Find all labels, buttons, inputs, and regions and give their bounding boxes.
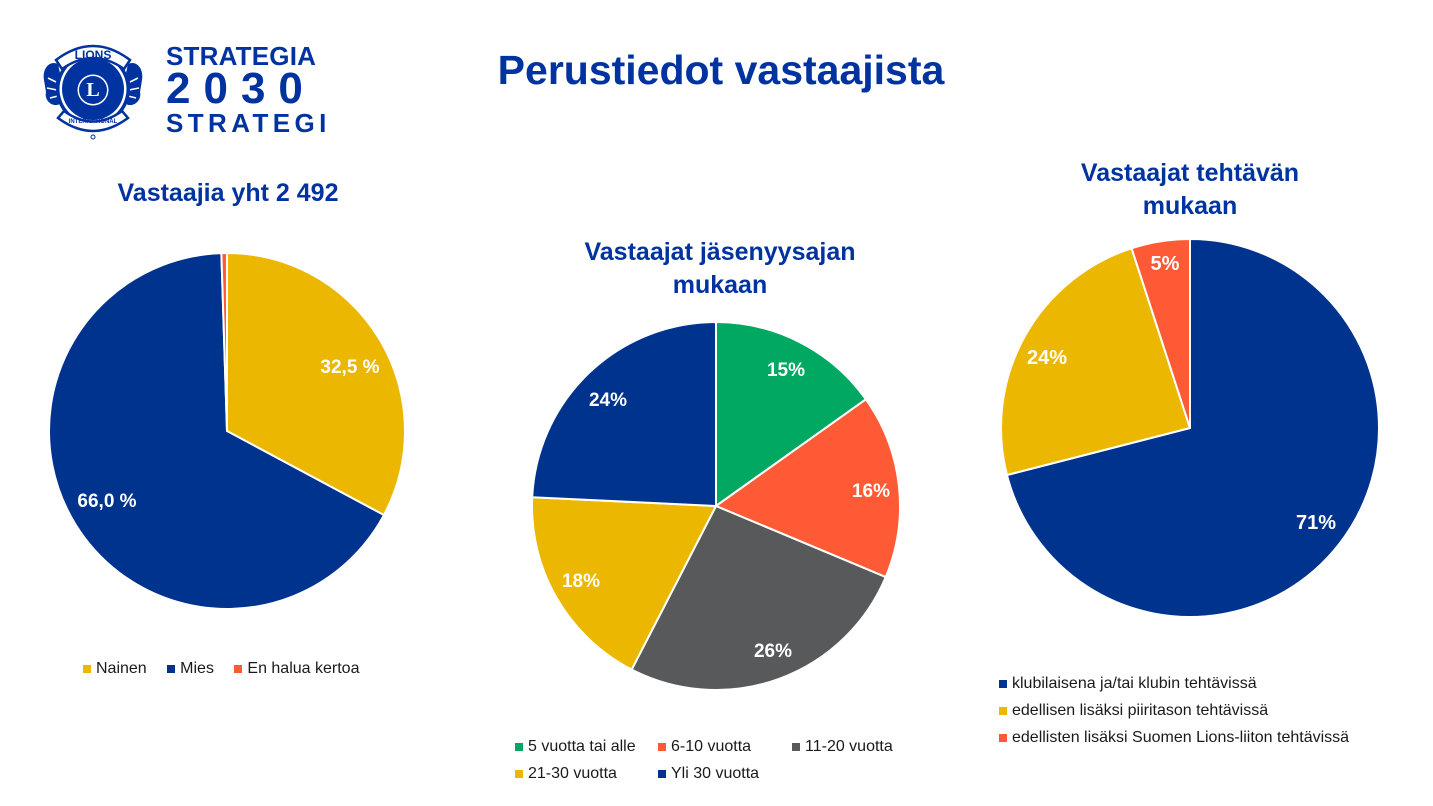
legend-swatch bbox=[83, 665, 91, 673]
logo-top-text: LIONS bbox=[74, 48, 112, 62]
brand-line-strategi: STRATEGI bbox=[166, 108, 331, 138]
logo-center-letter: L bbox=[86, 79, 100, 101]
chart-2-title-line2: mukaan bbox=[672, 271, 768, 299]
legend-item: klubilaisena ja/tai klubin tehtävissä bbox=[999, 670, 1349, 697]
data-label: 5% bbox=[1151, 253, 1180, 275]
legend-label: Yli 30 vuotta bbox=[671, 765, 760, 782]
legend-item: Yli 30 vuotta bbox=[658, 764, 759, 784]
legend-item: Mies bbox=[167, 659, 214, 679]
chart-3-title: Vastaajat tehtävän mukaan bbox=[990, 157, 1390, 223]
legend-label: edellisten lisäksi Suomen Lions-liiton t… bbox=[1012, 728, 1350, 746]
legend-swatch bbox=[792, 743, 800, 751]
pie-chart-3: 71% 24% 5% bbox=[1000, 238, 1381, 618]
pie-slice-11-20-vuotta bbox=[630, 505, 887, 691]
pie-slice-en-halua-kertoa bbox=[220, 252, 228, 432]
chart-1-title: Vastaajia yht 2 492 bbox=[28, 178, 428, 209]
data-label: 26% bbox=[754, 641, 792, 662]
legend-item: 6-10 vuotta bbox=[658, 737, 792, 757]
chart-2-legend: 5 vuotta tai alle 6-10 vuotta 11-20 vuotta… bbox=[515, 737, 893, 791]
chart-3-title-line1: Vastaajat tehtävän bbox=[1080, 159, 1300, 187]
logo-bottom-text: INTERNATIONAL bbox=[68, 119, 118, 125]
legend-swatch bbox=[658, 770, 666, 778]
legend-label: Mies bbox=[180, 660, 214, 677]
legend-item: edellisen lisäksi piiritason tehtävissä bbox=[999, 697, 1349, 724]
legend-item: En halua kertoa bbox=[234, 659, 359, 679]
legend-label: Nainen bbox=[96, 660, 147, 677]
data-label: 24% bbox=[589, 390, 627, 411]
legend-item: 5 vuotta tai alle bbox=[515, 737, 658, 757]
pie-slice-edellisten-lisäksi-suomen-lions-liiton-tehtävissä bbox=[1130, 238, 1191, 429]
chart-2-title-line1: Vastaajat jäsenyysajan bbox=[584, 238, 856, 266]
legend-swatch bbox=[999, 706, 1007, 715]
brand-line-year: 2030 bbox=[166, 64, 316, 113]
legend-swatch bbox=[515, 743, 523, 751]
legend-label: klubilaisena ja/tai klubin tehtävissä bbox=[1012, 674, 1257, 692]
legend-swatch bbox=[999, 733, 1007, 742]
pie-slice-klubilaisena-ja-tai-klubin-tehtävissä bbox=[1005, 238, 1381, 618]
data-label: 15% bbox=[767, 360, 805, 381]
legend-swatch bbox=[515, 770, 523, 778]
lions-international-logo-icon bbox=[43, 44, 143, 140]
legend-swatch bbox=[658, 743, 666, 751]
legend-label: 21-30 vuotta bbox=[528, 765, 617, 782]
pie-chart-2: 15% 16% 26% 18% 24% bbox=[531, 321, 901, 691]
legend-swatch bbox=[234, 665, 243, 673]
data-label: 66,0 % bbox=[77, 491, 136, 512]
data-label: 0,5 % bbox=[197, 228, 246, 249]
chart-3-legend: klubilaisena ja/tai klubin tehtävissä ed… bbox=[999, 670, 1349, 751]
legend-swatch bbox=[167, 665, 176, 673]
data-label: 16% bbox=[852, 481, 890, 502]
data-label: 18% bbox=[562, 571, 600, 592]
page-title: Perustiedot vastaajista bbox=[0, 46, 1433, 94]
data-label: 71% bbox=[1296, 512, 1336, 534]
legend-label: 5 vuotta tai alle bbox=[528, 738, 636, 755]
pie-slice-nainen bbox=[226, 252, 406, 517]
pie-slice-mies bbox=[47, 252, 385, 610]
legend-label: En halua kertoa bbox=[247, 660, 360, 677]
page-title-text: Perustiedot vastaajista bbox=[497, 47, 945, 93]
pie-slice-21-30-vuotta bbox=[531, 496, 717, 671]
legend-item: edellisten lisäksi Suomen Lions-liiton t… bbox=[999, 724, 1349, 751]
chart-2-title: Vastaajat jäsenyysajan mukaan bbox=[510, 236, 930, 302]
legend-item: 21-30 vuotta bbox=[515, 764, 658, 784]
legend-label: edellisen lisäksi piiritason tehtävissä bbox=[1012, 701, 1269, 719]
legend-label: 6-10 vuotta bbox=[671, 738, 752, 755]
pie-slice-yli-30-vuotta bbox=[531, 321, 717, 507]
pie-slice-5-vuotta-tai-alle bbox=[715, 321, 867, 507]
data-label: 32,5 % bbox=[320, 357, 379, 378]
legend-swatch bbox=[999, 679, 1007, 688]
pie-slice-6-10-vuotta bbox=[715, 398, 901, 579]
legend-item: 11-20 vuotta bbox=[792, 737, 893, 757]
legend-label: 11-20 vuotta bbox=[805, 738, 893, 755]
legend-item: Nainen bbox=[83, 659, 147, 679]
lions-logo: LIONS L INTERNATIONAL bbox=[38, 38, 148, 142]
pie-chart-1: 32,5 % 66,0 % 0,5 % bbox=[47, 228, 406, 610]
chart-1-legend: Nainen Mies En halua kertoa bbox=[83, 659, 359, 679]
chart-3-title-line2: mukaan bbox=[1142, 192, 1238, 220]
data-label: 24% bbox=[1027, 347, 1067, 369]
chart-1-title-text: Vastaajia yht 2 492 bbox=[117, 179, 339, 207]
pie-slice-edellisen-lisäksi-piiritason-tehtävissä bbox=[1000, 247, 1191, 476]
brand-line-strategia: STRATEGIA bbox=[166, 41, 317, 71]
